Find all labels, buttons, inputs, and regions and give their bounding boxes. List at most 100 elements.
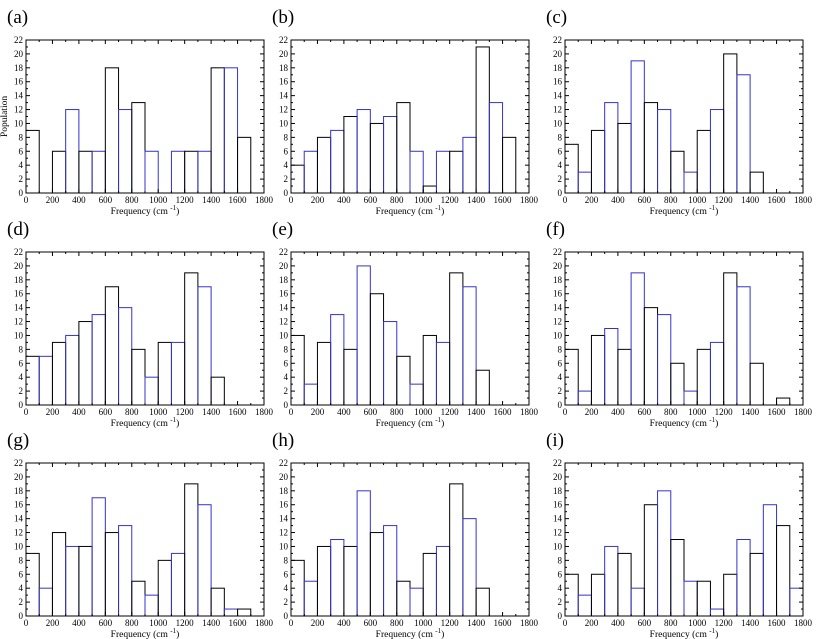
histogram-bar [131, 580, 146, 617]
x-tick-label: 600 [638, 195, 652, 205]
histogram-bar [343, 116, 358, 194]
histogram-bar [316, 545, 332, 617]
y-tick-label: 4 [284, 583, 289, 593]
histogram-bar [303, 150, 318, 194]
histogram-bar [683, 390, 698, 406]
histogram-bar [383, 525, 398, 617]
y-tick-label: 12 [14, 528, 23, 538]
histogram-bar [25, 552, 40, 617]
x-tick-label: 1800 [255, 195, 274, 205]
panel-a: 0 2 4 6 8 10 12 14 16 18 20 22 0 200 400 600 800 1000 1200… [0, 7, 274, 217]
x-tick-label: 0 [24, 195, 29, 205]
histogram-bar [330, 314, 345, 406]
x-tick-label: 1000 [149, 195, 168, 205]
histogram-bar [657, 109, 672, 194]
histogram-bar [475, 587, 490, 617]
panel-d: 0 2 4 6 8 10 12 14 16 18 20 22 0 200 400 600 800 1000 1200… [7, 219, 274, 429]
x-tick-label: 400 [337, 618, 351, 628]
panel-c: 0 2 4 6 8 10 12 14 16 18 20 22 0 200 400 600 800 1000 1200… [546, 7, 813, 217]
y-tick-label: 2 [19, 597, 24, 607]
histogram-bar [356, 265, 371, 406]
y-tick-label: 8 [19, 555, 24, 565]
y-tick-label: 0 [284, 400, 289, 410]
histogram-bar [184, 272, 199, 406]
x-tick-label: 1600 [229, 618, 248, 628]
histogram-bar [462, 286, 477, 406]
histogram-bar [604, 328, 619, 406]
y-tick-label: 16 [553, 289, 563, 299]
panel-letter: (f) [546, 219, 565, 240]
y-tick-label: 2 [284, 174, 289, 184]
histogram-bar [78, 545, 93, 617]
histogram-bar [475, 369, 490, 406]
y-tick-label: 18 [279, 275, 289, 285]
x-axis-label: Frequency (cm -1) [111, 204, 180, 217]
x-tick-label: 800 [664, 407, 678, 417]
histogram-bar [709, 109, 725, 194]
histogram-bar [131, 102, 146, 194]
x-tick-label: 0 [24, 407, 29, 417]
y-tick-label: 10 [279, 118, 289, 128]
x-tick-label: 1200 [715, 195, 734, 205]
y-tick-label: 14 [279, 91, 289, 101]
x-tick-label: 1600 [494, 618, 513, 628]
histogram-bar [91, 497, 106, 617]
x-axis-label: Frequency (cm -1) [376, 204, 445, 217]
histogram-bar [696, 348, 711, 406]
histogram-bar [749, 362, 764, 406]
y-tick-label: 14 [553, 303, 563, 313]
x-tick-label: 0 [563, 618, 568, 628]
y-tick-label: 20 [553, 261, 563, 271]
x-tick-label: 800 [664, 618, 678, 628]
x-tick-label: 600 [99, 618, 113, 628]
histogram-bar [65, 334, 80, 406]
histogram-bar [210, 587, 225, 617]
x-tick-label: 1000 [149, 618, 168, 628]
x-axis-label: Frequency (cm -1) [111, 416, 180, 429]
x-axis-label: Frequency (cm -1) [376, 416, 445, 429]
histogram-bar [303, 580, 318, 617]
histogram-bar [210, 376, 225, 406]
histogram-bar [210, 67, 225, 194]
y-tick-label: 12 [553, 528, 562, 538]
histogram-bar [38, 355, 53, 406]
histogram-bar [670, 362, 685, 406]
histogram-bar [449, 483, 464, 617]
x-tick-label: 1400 [741, 407, 760, 417]
x-tick-label: 800 [125, 618, 139, 628]
x-axis-label: Frequency (cm -1) [111, 627, 180, 639]
histogram-bar [78, 321, 93, 406]
panel-f: 0 2 4 6 8 10 12 14 16 18 20 22 0 200 400 600 800 1000 1200… [546, 219, 813, 429]
y-tick-label: 6 [558, 569, 563, 579]
histogram-bar [749, 552, 764, 617]
y-tick-label: 10 [553, 541, 563, 551]
histogram-bar [604, 102, 619, 194]
x-tick-label: 1800 [520, 618, 539, 628]
x-tick-label: 0 [24, 618, 29, 628]
x-tick-label: 800 [664, 195, 678, 205]
histogram-bar [383, 321, 398, 406]
x-tick-label: 800 [125, 407, 139, 417]
panel-letter: (i) [546, 430, 564, 451]
histogram-bar [144, 150, 159, 194]
histogram-bar [422, 334, 437, 406]
histogram-bar [316, 341, 332, 406]
histogram-bar [776, 525, 791, 617]
x-tick-label: 1800 [255, 407, 274, 417]
histogram-bar [65, 109, 80, 194]
y-tick-label: 22 [553, 247, 562, 257]
histogram-bar [643, 102, 659, 194]
y-tick-label: 4 [19, 160, 24, 170]
histogram-bar [462, 518, 477, 617]
y-tick-label: 6 [558, 146, 563, 156]
histogram-bar [657, 490, 672, 617]
histogram-bar [657, 314, 672, 406]
y-tick-label: 8 [558, 132, 563, 142]
histogram-bar [118, 109, 133, 194]
histogram-bar [144, 376, 159, 406]
histogram-bar [51, 341, 67, 406]
y-tick-label: 2 [284, 597, 289, 607]
x-tick-label: 0 [563, 195, 568, 205]
y-tick-label: 0 [19, 611, 24, 621]
x-tick-label: 1200 [176, 407, 195, 417]
